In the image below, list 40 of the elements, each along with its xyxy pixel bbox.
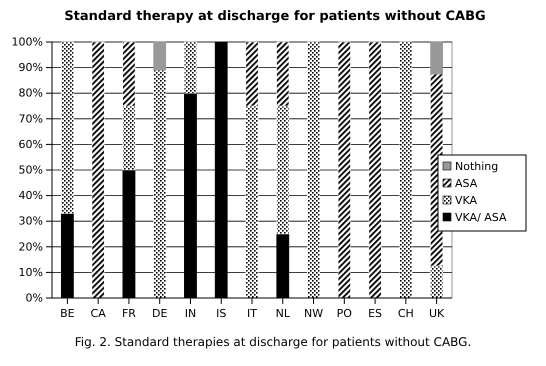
legend-label: VKA/ ASA (455, 211, 507, 224)
bar (430, 42, 444, 74)
x-tick-label: DE (152, 306, 168, 320)
x-tick-label: BE (60, 306, 75, 320)
y-tick-label: 10% (18, 266, 43, 279)
bar (153, 42, 166, 70)
y-tick-label: 40% (18, 189, 43, 202)
y-tick-label: 30% (18, 214, 43, 228)
legend-label: Nothing (455, 160, 498, 173)
y-tick-label: 20% (18, 240, 43, 254)
legend-label: ASA (455, 177, 478, 190)
legend-label: VKA (455, 194, 478, 207)
y-tick-label: 90% (18, 61, 43, 74)
x-tick-label: IS (216, 306, 226, 320)
x-tick-label: UK (428, 306, 446, 320)
x-tick-label: CA (90, 306, 106, 320)
y-tick-label: 50% (18, 164, 43, 177)
y-tick-label: 0% (26, 292, 43, 305)
x-tick-label: FR (122, 306, 136, 320)
bar (307, 42, 320, 298)
bar (184, 42, 197, 94)
y-tick-label: 100% (12, 36, 43, 49)
bar (338, 42, 351, 298)
bar (153, 70, 166, 298)
y-tick-label: 60% (18, 138, 43, 151)
x-tick-label: IN (184, 306, 196, 320)
bar (399, 42, 412, 298)
x-tick-label: PO (336, 306, 352, 320)
y-tick-label: 80% (18, 86, 43, 100)
x-tick-label: IT (247, 306, 258, 320)
x-tick-label: NL (276, 306, 291, 320)
x-tick-label: CH (398, 306, 414, 320)
bar (60, 42, 74, 214)
chart-title: Standard therapy at discharge for patients without CABG (64, 9, 486, 24)
y-tick-label: 70% (18, 112, 43, 126)
caption: Fig. 2. Standard therapies at discharge for patients without CABG. (74, 335, 472, 349)
bar (92, 42, 105, 298)
x-tick-label: NW (304, 306, 324, 320)
bar (368, 42, 382, 298)
x-tick-label: ES (368, 306, 382, 320)
